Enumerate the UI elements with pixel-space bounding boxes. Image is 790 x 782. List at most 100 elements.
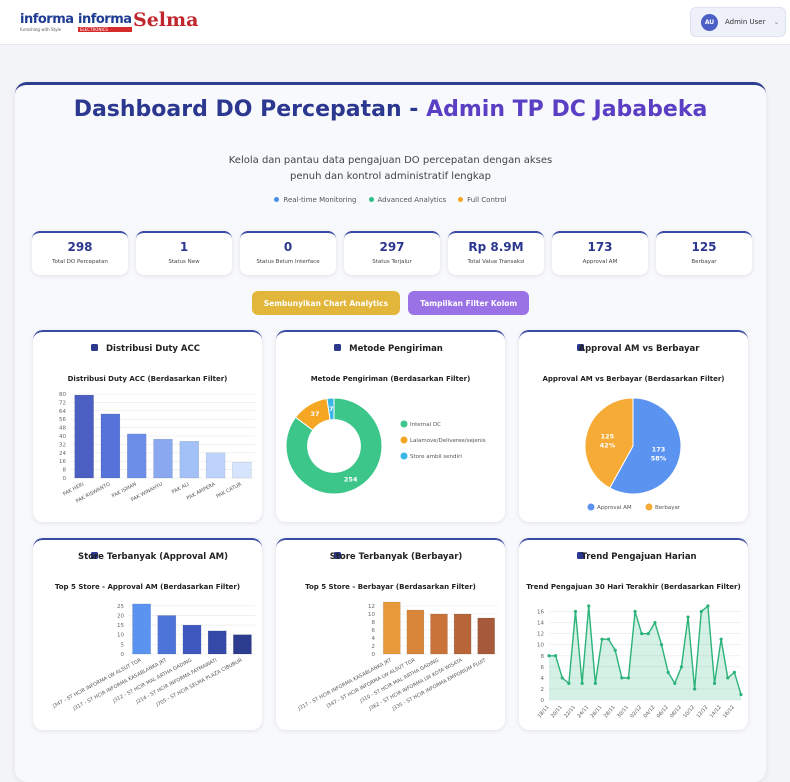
stats: 298 Total DO Percepatan 1 Status New 0 Status… (32, 231, 752, 275)
button[interactable]: Tampilkan Filter Kolom (408, 291, 530, 315)
y-tick-label: 8 (63, 468, 67, 474)
point (719, 637, 723, 641)
y-tick-label: 24 (59, 451, 66, 457)
card-title: Trend Pengajuan Harian (581, 552, 696, 562)
point (613, 648, 617, 652)
bar (205, 452, 226, 479)
y-tick-label: 25 (117, 604, 124, 610)
point (580, 681, 584, 686)
legend-label: Approval AM (597, 505, 632, 511)
chart: Distribusi Duty ACC Distribusi Duty ACC (… (59, 344, 255, 505)
card-icon (577, 344, 584, 351)
x-tick-label: PAK CATUR (216, 481, 244, 500)
legend-label: Lalamove/Deliveree/sejenis (410, 438, 486, 444)
x-tick-label: 22/11 (563, 704, 577, 719)
y-tick-label: 48 (59, 426, 66, 432)
card-title: Store Terbanyak (Berbayar) (330, 552, 463, 562)
chart-title: Top 5 Store - Approval AM (Berdasarkan F… (55, 583, 240, 591)
legend-label: Internal DC (410, 422, 441, 428)
x-tick-label: 08/12 (669, 704, 683, 719)
y-tick-label: 14 (537, 621, 544, 627)
point (706, 604, 710, 608)
buttons: Sembunyikan Chart Analytics Tampilkan Fil… (15, 291, 766, 315)
legend-swatch (645, 503, 653, 511)
logo[interactable]: informa ELECTRONICS (78, 12, 132, 32)
x-tick-label: 04/12 (643, 704, 657, 719)
x-tick-label: 02/12 (629, 704, 643, 719)
bar (132, 603, 151, 655)
legend-swatch (400, 452, 408, 460)
x-tick-label: 16/12 (722, 704, 736, 719)
point (646, 632, 650, 636)
subtitle-line: penuh dan kontrol administratif lengkap (289, 171, 492, 182)
y-tick-label: 2 (541, 687, 545, 693)
y-tick-label: 40 (59, 434, 66, 440)
stat-card: 125 Berbayar (656, 231, 752, 275)
card-icon (577, 552, 584, 559)
y-tick-label: 2 (372, 644, 376, 650)
point (699, 609, 703, 614)
chart-title: Approval AM vs Berbayar (Berdasarkan Fil… (543, 375, 725, 383)
y-tick-label: 15 (117, 623, 124, 629)
avatar: AU (701, 13, 718, 31)
y-tick-label: 20 (117, 613, 124, 619)
bar (233, 634, 252, 655)
legend-swatch (400, 436, 408, 444)
bar (406, 609, 425, 655)
point (726, 676, 730, 680)
x-tick-label: 28/11 (603, 704, 617, 719)
button[interactable]: Sembunyikan Chart Analytics (251, 291, 401, 315)
point (693, 687, 697, 691)
bar (207, 630, 227, 655)
chart: Approval AM vs Berbayar Approval AM vs Be… (543, 344, 725, 511)
point (653, 620, 657, 625)
y-tick-label: 0 (121, 652, 125, 658)
y-tick-label: 64 (59, 409, 66, 415)
stat-label: Total DO Percepatan (52, 259, 108, 265)
chart-card: Store Terbanyak (Approval AM) Top 5 Store… (33, 538, 262, 730)
x-tick-label: 14/12 (709, 704, 723, 719)
logo[interactable]: Selma (133, 9, 199, 31)
stat-value: 298 (67, 240, 93, 254)
stat-card: 297 Status Terjalur (344, 231, 440, 275)
badge-text: Real-time Monitoring (283, 196, 357, 204)
legend-label: Store ambil sendiri (410, 454, 462, 460)
stat-label: Status New (168, 259, 200, 265)
y-tick-label: 56 (59, 417, 66, 423)
chevron: ⌄ (773, 18, 780, 26)
y-tick-label: 8 (541, 654, 545, 660)
x-tick-label: 12/12 (696, 704, 710, 719)
logo[interactable]: informa furnishing with Style (20, 12, 74, 32)
bar (430, 613, 448, 655)
stat-value: 173 (587, 240, 613, 254)
stat-value: 0 (283, 240, 293, 254)
point (659, 643, 664, 647)
stat-card: Rp 8.9M Total Value Transaksi (448, 231, 544, 275)
y-tick-label: 6 (372, 628, 376, 634)
card-title: Metode Pengiriman (349, 344, 443, 354)
bar (157, 615, 177, 655)
point (587, 604, 591, 608)
badge-dot (368, 197, 374, 202)
chart-card: Trend Pengajuan Harian Trend Pengajuan 30… (519, 538, 748, 730)
slice-percent: 58% (651, 455, 667, 463)
card-icon (334, 552, 341, 559)
x-tick-label: 26/11 (590, 704, 604, 719)
bar (383, 601, 401, 655)
badges: Real-time Monitoring Advanced Analytics Fu… (15, 196, 766, 204)
x-tick-label: J347 - ST HCIR INFORMA LW ALSUT TGR (51, 657, 143, 710)
y-tick-label: 0 (63, 476, 67, 482)
x-tick-label: J317 - ST HCIR INFORMA KASABLANKA JKT (71, 657, 168, 712)
slice-label: 37 (310, 410, 319, 418)
y-tick-label: 0 (372, 652, 376, 658)
point (567, 681, 571, 686)
stat-label: Status Terjalur (372, 259, 412, 265)
point (573, 609, 578, 614)
y-tick-label: 5 (121, 642, 125, 648)
chart-title: Metode Pengiriman (Berdasarkan Filter) (311, 375, 471, 383)
stat-label: Status Belum Interface (256, 259, 320, 265)
y-tick-label: 32 (59, 442, 66, 448)
user-menu[interactable]: AU Admin User ⌄ (690, 7, 786, 37)
card-icon (91, 344, 98, 351)
slice-label: 254 (344, 475, 358, 483)
